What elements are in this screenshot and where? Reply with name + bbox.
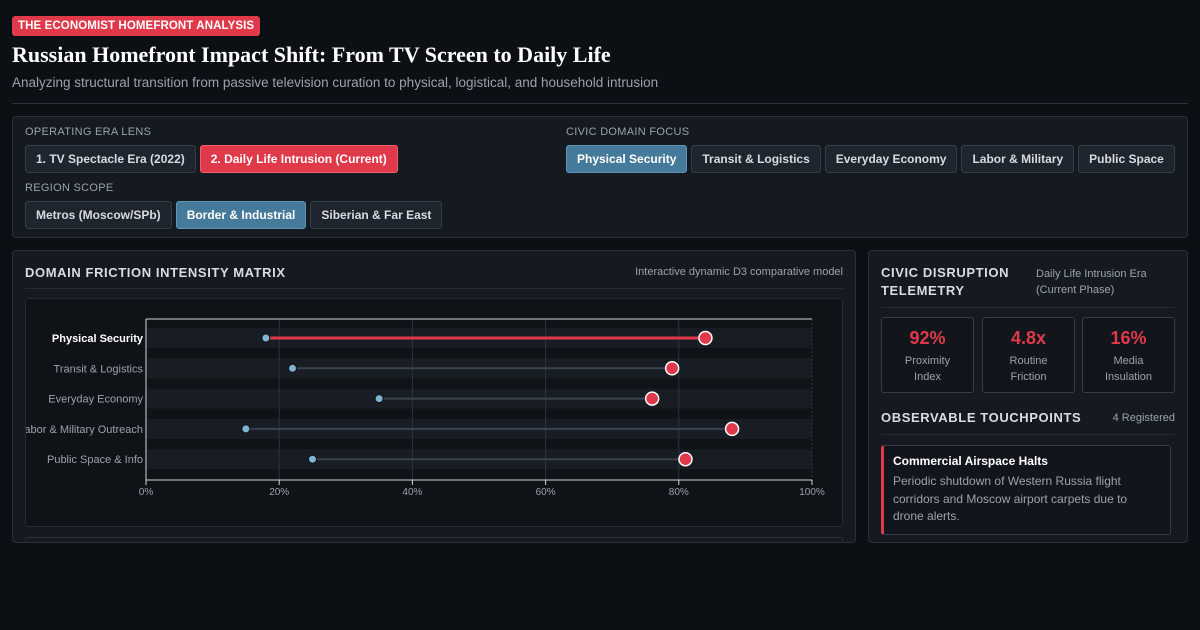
x-tick-label: 100%: [799, 487, 825, 498]
x-tick-label: 0%: [139, 487, 154, 498]
stat-value: 16%: [1110, 328, 1147, 348]
domain-button-labor-military[interactable]: Labor & Military: [961, 145, 1075, 173]
page-subtitle: Analyzing structural transition from pas…: [12, 75, 659, 90]
domain-button-transit-logistics[interactable]: Transit & Logistics: [691, 145, 821, 173]
category-label: Everyday Economy: [48, 394, 143, 406]
stat-label-line-2: Insulation: [1104, 371, 1153, 383]
domain-button-everyday-economy[interactable]: Everyday Economy: [824, 145, 958, 173]
publication-tag: THE ECONOMIST HOMEFRONT ANALYSIS: [12, 16, 261, 36]
era-lens-label: OPERATING ERA LENS: [25, 126, 152, 138]
telemetry-era-line-1: Daily Life Intrusion Era: [1036, 268, 1147, 280]
current-point: [698, 330, 713, 346]
touchpoint-description: Periodic shutdown of Western Russia flig…: [893, 474, 1128, 523]
matrix-header-divider: [25, 288, 843, 289]
baseline-point: [241, 424, 251, 434]
category-label: Physical Security: [52, 333, 144, 345]
telemetry-title: CIVIC DISRUPTION TELEMETRY: [881, 264, 1009, 300]
touchpoint-title: Commercial Airspace Halts: [893, 454, 1048, 468]
category-label: Public Space & Info: [47, 454, 143, 466]
matrix-title: DOMAIN FRICTION INTENSITY MATRIX: [25, 265, 286, 280]
category-label: Labor & Military Outreach: [26, 424, 143, 436]
baseline-point: [261, 333, 271, 343]
region-scope-label: REGION SCOPE: [25, 182, 114, 194]
domain-button-physical-security[interactable]: Physical Security: [566, 145, 688, 173]
era-button-daily-life[interactable]: 2. Daily Life Intrusion (Current): [199, 145, 398, 173]
controls-panel: OPERATING ERA LENS 1. TV Spectacle Era (…: [12, 116, 1188, 238]
dumbbell-chart: 0% 20% 40% 60% 80% 100% Physical Security Trans…: [26, 318, 825, 498]
baseline-point: [308, 454, 317, 464]
x-tick-label: 80%: [669, 487, 689, 498]
stat-label: Routine Friction: [983, 353, 1074, 385]
stat-routine-friction: 4.8x Routine Friction: [982, 317, 1075, 393]
header-divider: [12, 103, 1188, 104]
stat-label-line-2: Index: [914, 371, 941, 383]
stat-media-insulation: 16% Media Insulation: [1082, 317, 1175, 393]
stat-label: Media Insulation: [1083, 353, 1174, 385]
baseline-point: [374, 394, 384, 404]
domain-focus-label: CIVIC DOMAIN FOCUS: [566, 126, 690, 138]
telemetry-title-line-1: CIVIC DISRUPTION: [881, 265, 1010, 280]
x-tick-label: 20%: [269, 487, 289, 498]
region-button-border-industrial[interactable]: Border & Industrial: [175, 201, 307, 229]
domain-button-public-space[interactable]: Public Space: [1078, 145, 1175, 173]
touchpoint-card[interactable]: Commercial Airspace Halts Periodic shutd…: [881, 445, 1171, 535]
secondary-panel: [25, 537, 843, 542]
stat-value: 92%: [909, 328, 946, 348]
touchpoints-title: OBSERVABLE TOUCHPOINTS: [881, 410, 1082, 425]
stat-label: Proximity Index: [882, 353, 973, 385]
current-point: [724, 421, 740, 437]
region-scope-buttons: Metros (Moscow/SPb) Border & Industrial …: [25, 201, 443, 229]
current-point: [678, 451, 693, 467]
touchpoints-count: 4 Registered: [1112, 412, 1175, 424]
current-point: [644, 391, 660, 406]
x-tick-label: 60%: [536, 487, 556, 498]
stat-label-line-2: Friction: [1010, 371, 1047, 383]
region-button-metros[interactable]: Metros (Moscow/SPb): [25, 201, 172, 229]
telemetry-era-line-2: (Current Phase): [1036, 284, 1115, 296]
telemetry-title-line-2: TELEMETRY: [881, 283, 965, 298]
stat-proximity-index: 92% Proximity Index: [881, 317, 974, 393]
touchpoints-divider: [881, 434, 1175, 435]
telemetry-header-divider: [881, 307, 1175, 308]
era-lens-buttons: 1. TV Spectacle Era (2022) 2. Daily Life…: [25, 145, 398, 173]
stat-value: 4.8x: [1010, 328, 1047, 348]
telemetry-panel: CIVIC DISRUPTION TELEMETRY Daily Life In…: [868, 250, 1188, 543]
stat-label-line-1: Proximity: [904, 355, 951, 367]
telemetry-era: Daily Life Intrusion Era (Current Phase): [1036, 266, 1147, 298]
x-tick-label: 40%: [402, 487, 422, 498]
current-point: [664, 361, 680, 376]
domain-focus-buttons: Physical Security Transit & Logistics Ev…: [566, 145, 1175, 173]
stat-label-line-1: Media: [1113, 355, 1144, 367]
matrix-note: Interactive dynamic D3 comparative model: [635, 266, 843, 278]
stat-label-line-1: Routine: [1009, 355, 1048, 367]
friction-matrix-panel: DOMAIN FRICTION INTENSITY MATRIX Interac…: [12, 250, 856, 543]
region-button-siberian-far-east[interactable]: Siberian & Far East: [310, 201, 443, 229]
category-label: Transit & Logistics: [54, 363, 144, 375]
baseline-point: [288, 363, 298, 373]
page-title: Russian Homefront Impact Shift: From TV …: [12, 42, 611, 67]
chart-container: 0% 20% 40% 60% 80% 100% Physical Security Trans…: [25, 298, 843, 527]
era-button-tv-spectacle[interactable]: 1. TV Spectacle Era (2022): [25, 145, 196, 173]
